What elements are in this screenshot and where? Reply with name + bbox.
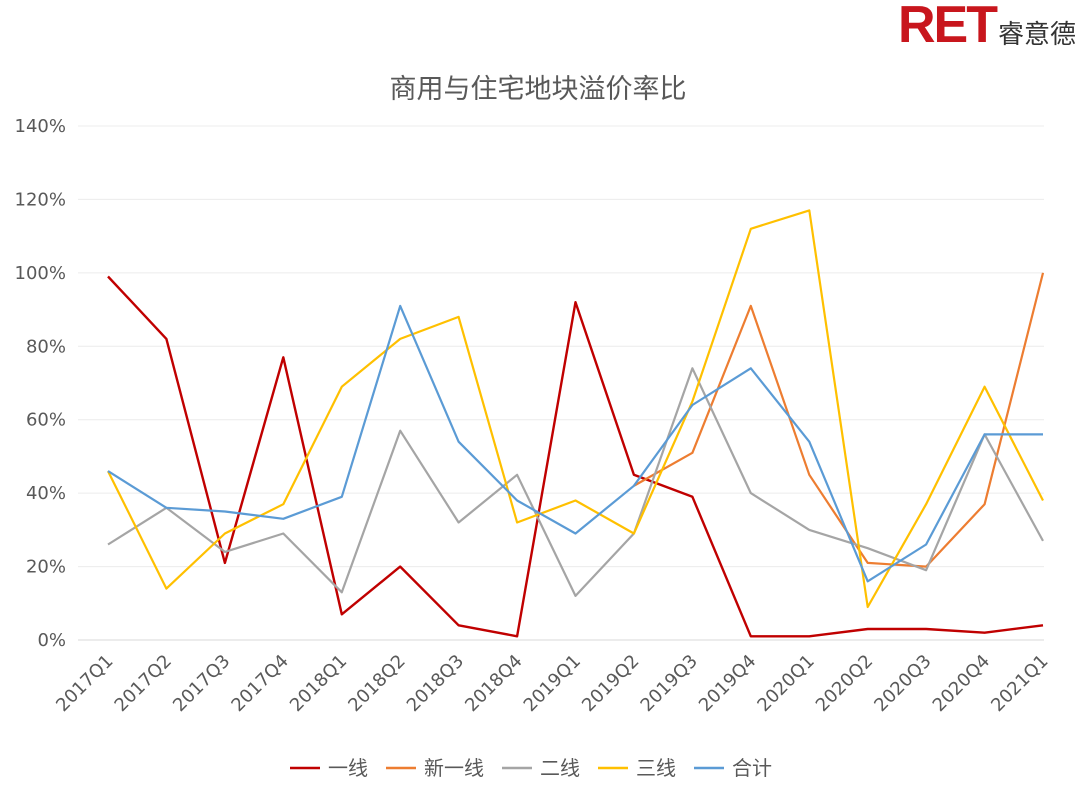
chart-title: 商用与住宅地块溢价率比: [390, 74, 687, 105]
x-tick-label: 2020Q1: [753, 651, 818, 716]
x-tick-label: 2018Q3: [403, 651, 468, 716]
x-tick-label: 2017Q2: [111, 651, 176, 716]
x-tick-label: 2017Q3: [169, 651, 234, 716]
legend-label: 合计: [732, 756, 772, 780]
brand-logo: RET 睿意德: [897, 0, 1076, 54]
y-tick-label: 60%: [26, 410, 66, 431]
x-tick-label: 2020Q4: [929, 651, 994, 716]
legend-label: 二线: [540, 756, 580, 780]
gridlines: [78, 125, 1044, 641]
logo-mark: RET: [897, 0, 998, 54]
series-line: [107, 304, 1043, 583]
series-line: [107, 367, 1044, 598]
x-tick-label: 2021Q1: [987, 651, 1052, 716]
y-tick-label: 0%: [37, 630, 66, 651]
x-tick-label: 2018Q1: [286, 651, 351, 716]
y-tick-label: 20%: [26, 557, 66, 578]
x-tick-label: 2019Q3: [637, 651, 702, 716]
legend-label: 新一线: [424, 756, 484, 780]
y-axis: 0% 20% 40% 60% 80% 100% 120% 140%: [15, 116, 66, 651]
series-line: [107, 275, 1044, 638]
x-tick-label: 2018Q4: [461, 651, 526, 716]
x-tick-label: 2019Q2: [578, 651, 643, 716]
legend-label: 三线: [636, 756, 676, 780]
x-axis: 2017Q12017Q22017Q32017Q42018Q12018Q22018…: [52, 651, 1052, 716]
series-line: [633, 272, 1045, 568]
x-tick-label: 2020Q2: [812, 651, 877, 716]
x-tick-label: 2019Q1: [520, 651, 585, 716]
series-lines: [107, 209, 1045, 638]
y-tick-label: 120%: [15, 189, 66, 210]
x-tick-label: 2017Q4: [227, 651, 292, 716]
y-tick-label: 100%: [15, 263, 66, 284]
logo-name: 睿意德: [997, 19, 1076, 50]
series-line: [107, 209, 1044, 609]
legend: 一线 新一线 二线 三线 合计: [290, 756, 772, 780]
legend-label: 一线: [328, 756, 368, 780]
y-tick-label: 40%: [26, 483, 66, 504]
x-tick-label: 2019Q4: [695, 651, 760, 716]
x-tick-label: 2018Q2: [344, 651, 409, 716]
x-tick-label: 2020Q3: [870, 651, 935, 716]
x-tick-label: 2017Q1: [52, 651, 117, 716]
y-tick-label: 140%: [15, 116, 66, 137]
y-tick-label: 80%: [26, 336, 66, 357]
